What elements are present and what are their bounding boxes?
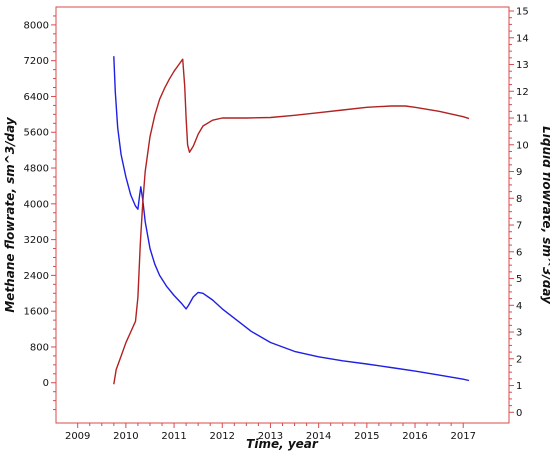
right-y-tick-label: 11 [516,114,529,125]
right-y-tick-label: 1 [516,381,522,392]
right-y-tick-label: 14 [516,33,529,44]
x-tick-label: 2015 [354,431,379,442]
right-y-tick-label: 8 [516,194,522,205]
right-y-tick-label: 3 [516,328,522,339]
left-y-tick-label: 3200 [24,235,49,246]
x-axis: 2009 2010 2011 2012 2013 2014 2015 2016 2017 [65,423,476,442]
series-lines [113,56,470,385]
right-y-tick-label: 9 [516,167,522,178]
left-y-axis: 0 800 1600 2400 3200 4000 4800 5600 6400 7200 8000 [24,15,56,411]
right-y-tick-label: 7 [516,221,522,232]
right-y-tick-label: 4 [516,301,522,312]
x-tick-label: 2013 [258,431,283,442]
left-y-tick-label: 2400 [24,271,49,282]
right-y-tick-label: 13 [516,60,529,71]
right-y-tick-label: 12 [516,87,529,98]
left-y-tick-label: 7200 [24,56,49,67]
right-y-tick-label: 5 [516,274,522,285]
x-tick-label: 2010 [113,431,138,442]
x-axis-title: Time, year [246,437,319,451]
x-tick-label: 2014 [306,431,331,442]
right-y-tick-label: 10 [516,140,529,151]
x-tick-label: 2011 [161,431,186,442]
right-y-axis-title: Liquid flowrate, sm^3/day [540,126,550,305]
right-y-tick-label: 15 [516,7,529,18]
methane-flowrate-line [113,56,470,382]
left-y-tick-label: 5600 [24,128,49,139]
left-y-tick-label: 4800 [24,164,49,175]
left-y-tick-label: 1600 [24,307,49,318]
left-y-tick-label: 8000 [24,20,49,31]
left-y-tick-label: 0 [43,378,49,389]
liquid-flowrate-line [113,58,470,385]
x-tick-label: 2012 [210,431,235,442]
right-y-tick-label: 0 [516,408,522,419]
left-y-tick-label: 800 [30,342,49,353]
x-tick-label: 2009 [65,431,90,442]
right-y-tick-label: 6 [516,247,522,258]
left-y-axis-title: Methane flowrate, sm^3/day [3,116,17,312]
x-tick-label: 2016 [402,431,427,442]
left-y-tick-label: 6400 [24,92,49,103]
left-y-tick-label: 4000 [24,199,49,210]
right-y-tick-label: 2 [516,354,522,365]
plot-frame [55,6,510,424]
x-tick-label: 2017 [450,431,475,442]
